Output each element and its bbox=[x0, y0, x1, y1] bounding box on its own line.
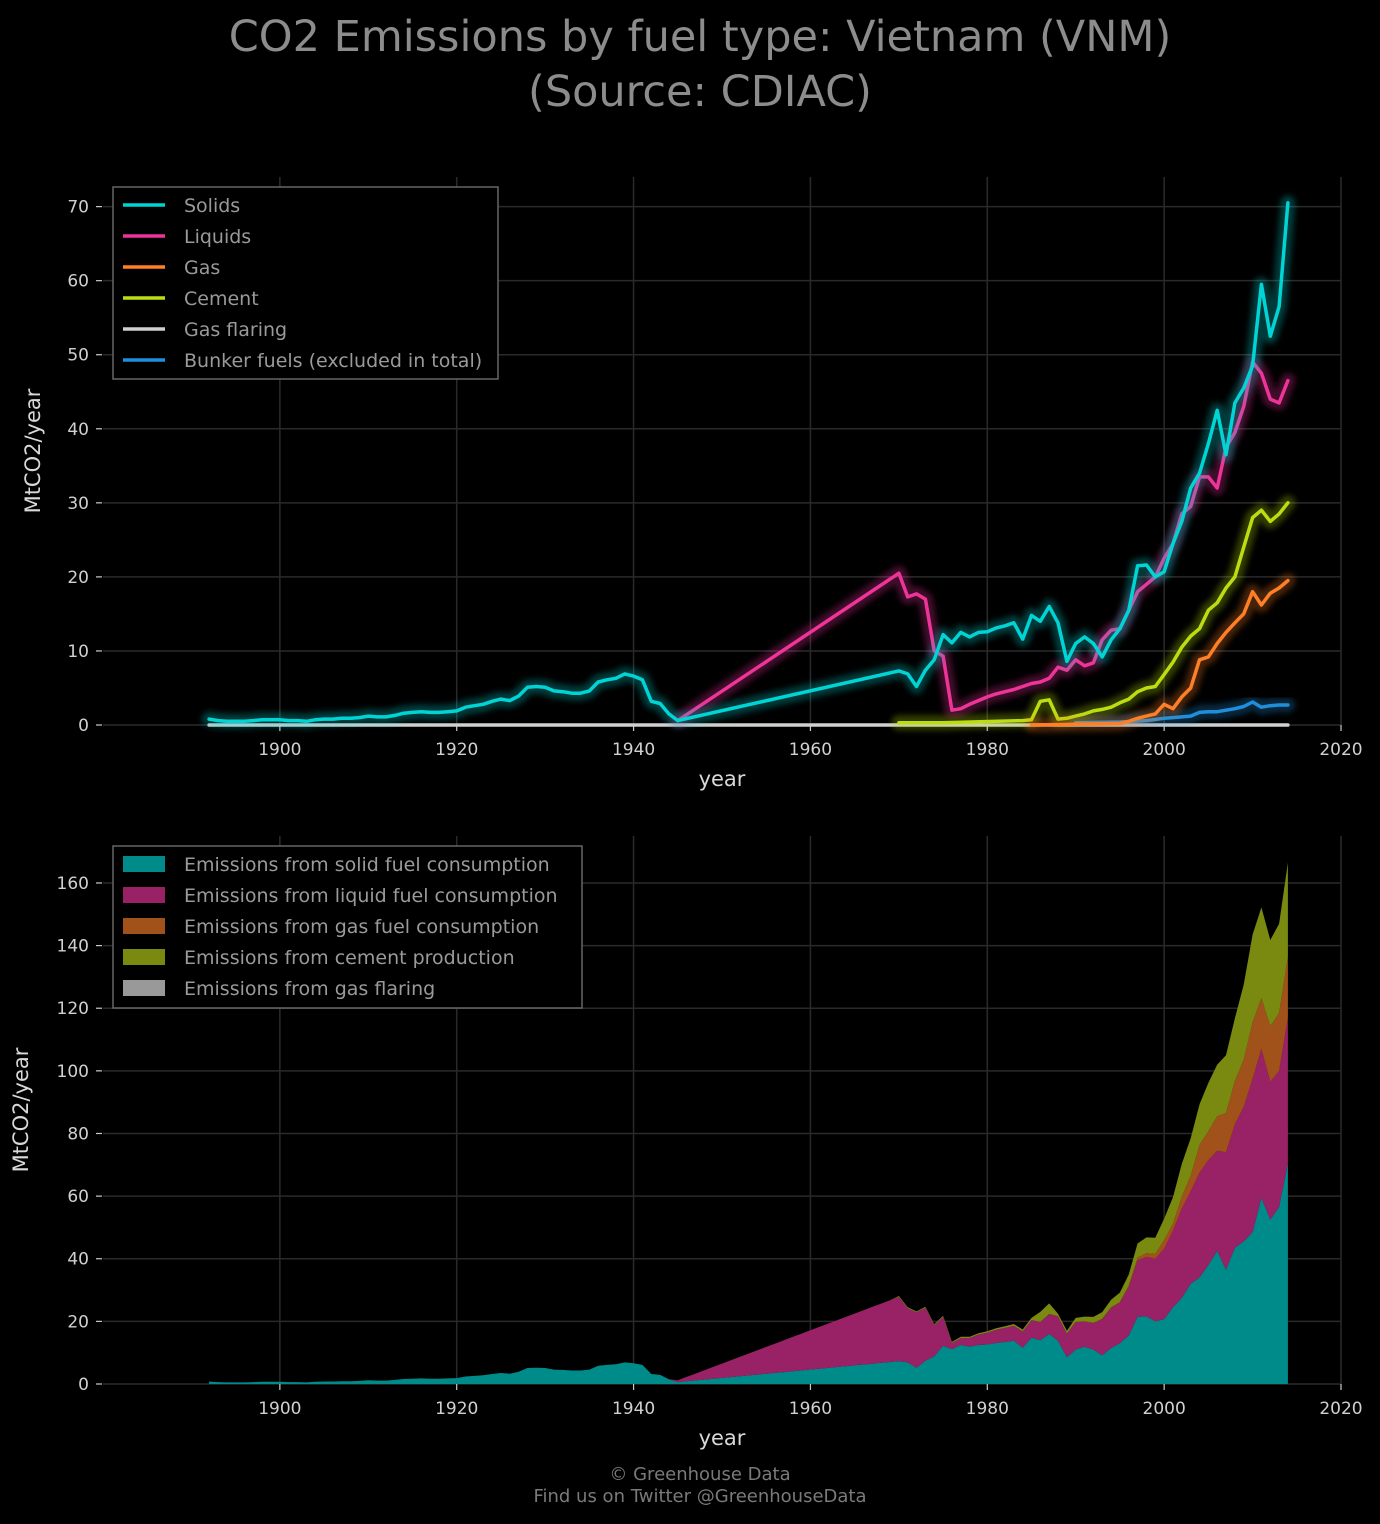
series-line-liquids bbox=[676, 360, 1290, 723]
bottom-legend-swatch bbox=[123, 980, 165, 996]
series-line-bunker-fuels-excluded-in-total bbox=[1073, 700, 1290, 725]
title-line-2: (Source: CDIAC) bbox=[528, 67, 872, 117]
bottom-legend-frame bbox=[112, 845, 583, 1009]
bottom-ytick-label: 80 bbox=[67, 1124, 89, 1144]
bottom-legend-item-emissions-from-liquid-fuel-consumption: Emissions from liquid fuel consumption bbox=[123, 885, 558, 907]
top-ytick-label: 70 bbox=[67, 198, 89, 218]
bottom-ytick-label: 20 bbox=[67, 1312, 89, 1332]
series-solids bbox=[201, 195, 1296, 729]
bottom-legend: Emissions from solid fuel consumption Emi… bbox=[112, 845, 583, 1009]
bottom-legend-item-emissions-from-gas-fuel-consumption: Emissions from gas fuel consumption bbox=[123, 916, 539, 938]
bottom-legend-label: Emissions from solid fuel consumption bbox=[184, 854, 550, 876]
bottom-ytick-label: 0 bbox=[78, 1375, 89, 1395]
top-ytick-label: 30 bbox=[67, 494, 89, 514]
bottom-axes: 1900 1920 1940 1960 1980 2000 2020 0 20 40 60 80 100… bbox=[9, 836, 1363, 1450]
bottom-xtick-label: 1920 bbox=[435, 1399, 478, 1419]
bottom-xtick-label: 1960 bbox=[789, 1399, 832, 1419]
top-legend-label: Cement bbox=[184, 288, 259, 310]
bottom-legend-item-emissions-from-gas-flaring: Emissions from gas flaring bbox=[123, 978, 435, 1000]
footer: © Greenhouse Data Find us on Twitter @Gr… bbox=[0, 1464, 1380, 1508]
bottom-legend-label: Emissions from cement production bbox=[184, 947, 515, 969]
top-xtick-label: 1900 bbox=[258, 740, 301, 760]
footer-twitter: Find us on Twitter @GreenhouseData bbox=[533, 1486, 867, 1507]
bottom-xtick-label: 1900 bbox=[258, 1399, 301, 1419]
top-xlabel: year bbox=[699, 767, 746, 791]
top-legend-frame bbox=[112, 186, 499, 380]
bottom-xtick-label: 1940 bbox=[612, 1399, 655, 1419]
top-xtick-label: 1920 bbox=[435, 740, 478, 760]
series-line-cement bbox=[897, 501, 1290, 725]
footer-copyright: © Greenhouse Data bbox=[609, 1464, 791, 1485]
bottom-legend-swatch bbox=[123, 949, 165, 965]
bottom-ylabel: MtCO2/year bbox=[9, 1047, 33, 1172]
top-ylabel: MtCO2/year bbox=[21, 388, 45, 513]
series-gas bbox=[1024, 573, 1296, 733]
title-line-1: CO2 Emissions by fuel type: Vietnam (VNM… bbox=[228, 12, 1172, 62]
top-legend-label: Bunker fuels (excluded in total) bbox=[184, 350, 482, 372]
page-title: CO2 Emissions by fuel type: Vietnam (VNM… bbox=[0, 10, 1380, 120]
top-xtick-label: 1940 bbox=[612, 740, 655, 760]
top-legend-label: Solids bbox=[184, 195, 240, 217]
bottom-legend-item-emissions-from-solid-fuel-consumption: Emissions from solid fuel consumption bbox=[123, 854, 550, 876]
bottom-xtick-label: 1980 bbox=[966, 1399, 1009, 1419]
bottom-legend-swatch bbox=[123, 856, 165, 872]
top-ytick-label: 50 bbox=[67, 346, 89, 366]
series-line-solids bbox=[207, 201, 1290, 724]
bottom-ytick-label: 160 bbox=[57, 874, 89, 894]
line-chart: 1900 1920 1940 1960 1980 2000 2020 0 10 20 30 40 50 6… bbox=[21, 177, 1363, 791]
bottom-xlabel: year bbox=[699, 1426, 746, 1450]
series-liquids bbox=[670, 354, 1296, 729]
bottom-ytick-label: 140 bbox=[57, 937, 89, 957]
bottom-legend-item-emissions-from-cement-production: Emissions from cement production bbox=[123, 947, 515, 969]
bottom-legend-swatch bbox=[123, 887, 165, 903]
top-legend: Solids Liquids Gas Cement Gas flaring Bunker … bbox=[112, 186, 499, 380]
bottom-xtick-label: 2020 bbox=[1319, 1399, 1362, 1419]
top-xtick-label: 2020 bbox=[1319, 740, 1362, 760]
top-legend-item-gas-flaring: Gas flaring bbox=[123, 319, 287, 341]
bottom-legend-label: Emissions from gas fuel consumption bbox=[184, 916, 539, 938]
top-xtick-label: 1960 bbox=[789, 740, 832, 760]
bottom-legend-swatch bbox=[123, 918, 165, 934]
bottom-ytick-label: 40 bbox=[67, 1250, 89, 1270]
top-legend-label: Gas flaring bbox=[184, 319, 287, 341]
bottom-legend-label: Emissions from gas flaring bbox=[184, 978, 435, 1000]
top-ytick-label: 10 bbox=[67, 642, 89, 662]
top-legend-item-cement: Cement bbox=[123, 288, 259, 310]
top-legend-item-bunker-fuels-excluded-in-total: Bunker fuels (excluded in total) bbox=[123, 350, 482, 372]
top-xtick-label: 2000 bbox=[1143, 740, 1186, 760]
series-bunker-fuels-excluded-in-total bbox=[1068, 694, 1296, 731]
area-emissions-from-liquid-fuel-consumption bbox=[209, 1017, 1288, 1383]
top-ytick-label: 20 bbox=[67, 568, 89, 588]
series-cement bbox=[891, 495, 1296, 731]
bottom-ytick-label: 60 bbox=[67, 1187, 89, 1207]
top-legend-item-liquids: Liquids bbox=[123, 226, 251, 248]
bottom-ytick-label: 120 bbox=[57, 999, 89, 1019]
top-legend-item-solids: Solids bbox=[123, 195, 240, 217]
top-ytick-label: 0 bbox=[78, 716, 89, 736]
top-legend-label: Gas bbox=[184, 257, 220, 279]
top-legend-label: Liquids bbox=[184, 226, 251, 248]
top-legend-item-gas: Gas bbox=[123, 257, 220, 279]
bottom-xtick-label: 2000 bbox=[1143, 1399, 1186, 1419]
stacked-area-chart: 1900 1920 1940 1960 1980 2000 2020 0 20 40 60 80 100… bbox=[9, 836, 1363, 1450]
bottom-ytick-label: 100 bbox=[57, 1062, 89, 1082]
top-xtick-label: 1980 bbox=[966, 740, 1009, 760]
area-emissions-from-solid-fuel-consumption bbox=[209, 1163, 1288, 1384]
top-ytick-label: 60 bbox=[67, 272, 89, 292]
top-ytick-label: 40 bbox=[67, 420, 89, 440]
bottom-legend-label: Emissions from liquid fuel consumption bbox=[184, 885, 558, 907]
series-line-gas bbox=[1029, 578, 1290, 727]
